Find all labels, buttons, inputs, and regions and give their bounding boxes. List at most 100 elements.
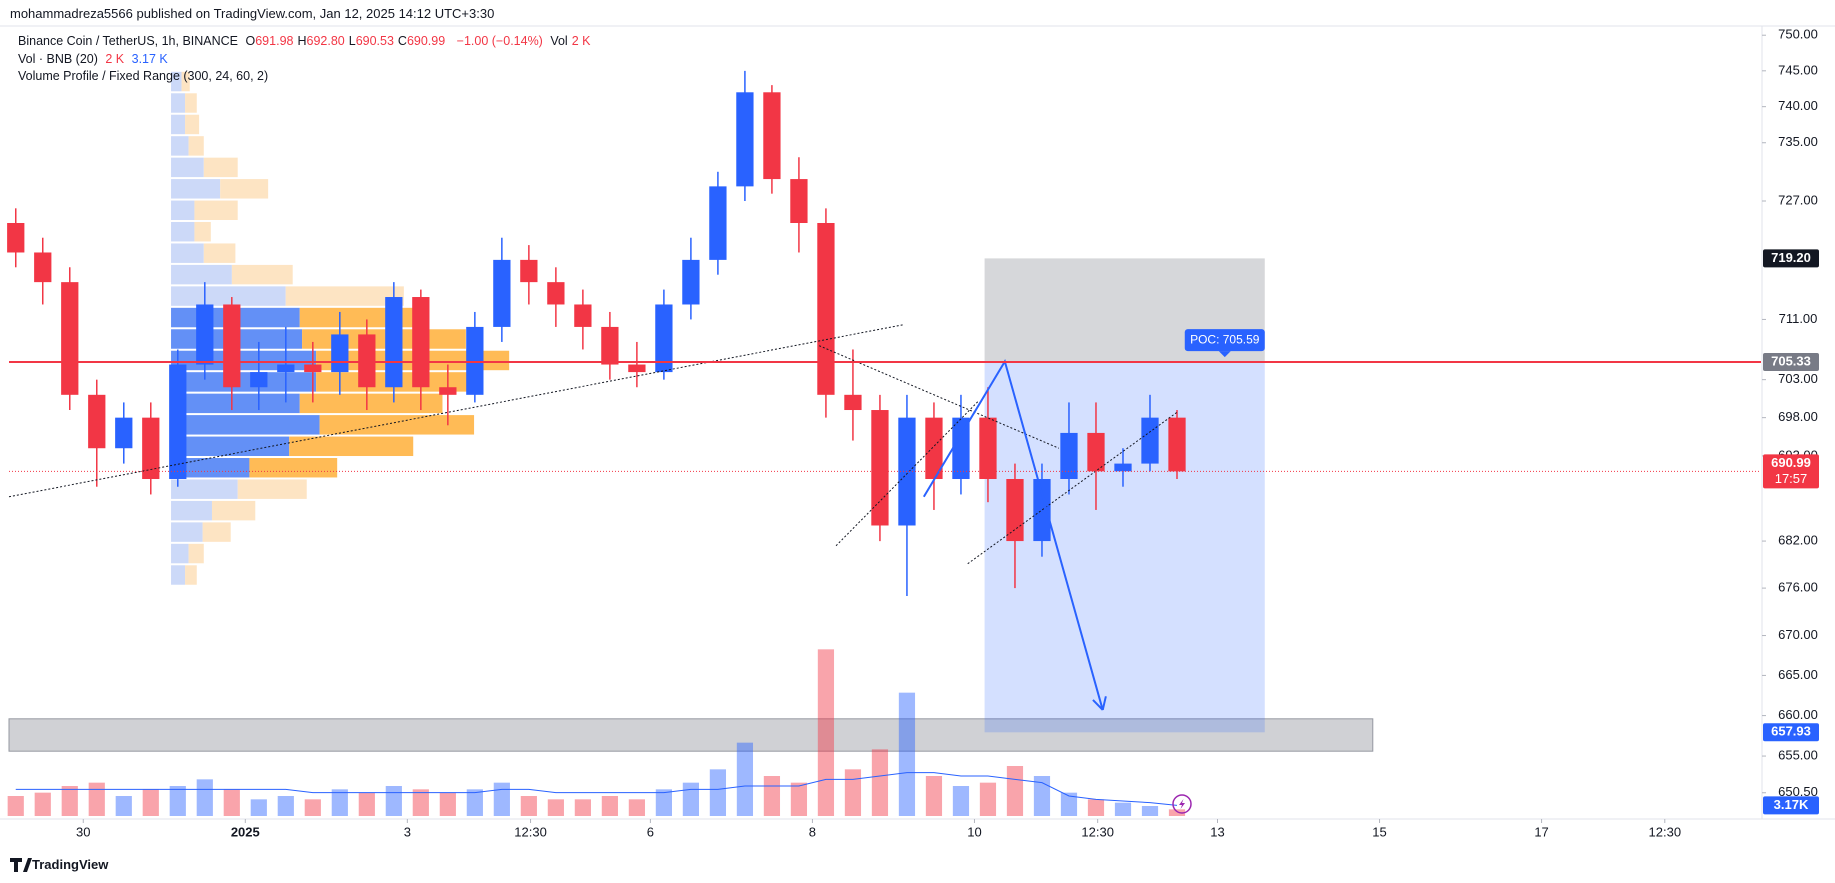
candle-body — [358, 334, 376, 388]
candle-body — [790, 179, 808, 223]
candle-body — [844, 394, 862, 411]
alert-bolt — [1179, 799, 1185, 809]
candle-body — [547, 282, 565, 305]
volume-ma-badge: 3.17K — [1774, 797, 1809, 812]
volume-bar — [844, 769, 862, 816]
candle-body — [115, 417, 133, 449]
volume-bar — [574, 799, 591, 816]
last-price-badge-bg — [1763, 454, 1819, 489]
profile-down — [285, 286, 404, 306]
candle-body — [628, 364, 646, 373]
profile-up — [171, 543, 189, 564]
y-tick-label: 650.50 — [1778, 784, 1818, 799]
ohlc-value: 692.80 — [306, 34, 345, 48]
y-tick-label: 703.00 — [1778, 371, 1818, 386]
volume-indicator-ma: 3.17 K — [131, 52, 168, 66]
volume-bar — [385, 786, 402, 816]
volume-bar — [304, 799, 321, 816]
volume-ma — [15, 772, 1178, 806]
volume-bar — [736, 742, 754, 816]
profile-down — [202, 522, 231, 542]
profile-up — [171, 136, 189, 156]
stop-badge: 719.20 — [1771, 250, 1811, 265]
x-tick-label: 8 — [809, 824, 816, 839]
profile-down — [203, 243, 236, 263]
profile-indicator: Volume Profile / Fixed Range (300, 24, 6… — [18, 69, 269, 83]
candle-body — [1006, 479, 1024, 542]
profile-up — [171, 179, 221, 199]
poc-pointer — [1218, 351, 1231, 358]
profile-up — [171, 286, 286, 306]
volume-bar — [871, 749, 889, 816]
volume-bar — [763, 776, 781, 816]
profile-up — [171, 415, 320, 435]
x-tick-label: 30 — [76, 824, 90, 839]
countdown: 17:57 — [1775, 471, 1808, 486]
volume-bar — [709, 769, 727, 816]
y-tick-label: 698.00 — [1778, 409, 1818, 424]
volume-bar — [1060, 792, 1078, 816]
candle-body — [1060, 432, 1078, 480]
volume-bar — [466, 789, 483, 816]
alert-icon — [1172, 794, 1192, 814]
volume-bar — [88, 782, 105, 816]
logo — [10, 858, 32, 872]
volume-bar — [817, 649, 835, 816]
profile-down — [231, 264, 293, 285]
stop-badge-bg — [1763, 249, 1819, 268]
x-tick-label: 17 — [1534, 824, 1548, 839]
volume-bar — [790, 782, 808, 816]
profile-down — [185, 93, 197, 113]
candle-body — [1168, 417, 1186, 472]
plot-layer: 750.00 745.00 740.00 735.00 727.00 711.00 703.… — [7, 27, 1819, 839]
candle-body — [88, 394, 106, 449]
candle-body — [142, 417, 160, 480]
x-tick-label: 12:30 — [1081, 824, 1114, 839]
candle-body — [439, 387, 457, 395]
candle-body — [7, 222, 25, 253]
volume-bar — [1114, 802, 1132, 816]
profile-up — [171, 500, 212, 521]
candle-body — [655, 304, 673, 373]
profile-down — [289, 436, 414, 457]
volume-bar — [412, 789, 429, 816]
x-tick-label: 12:30 — [514, 824, 547, 839]
profile-up — [171, 200, 195, 221]
footer-brand: TradingView — [32, 857, 109, 872]
profile-down — [237, 479, 307, 499]
candle-body — [1114, 463, 1132, 472]
y-tick-label: 735.00 — [1778, 134, 1818, 149]
volume-bar — [169, 786, 186, 816]
y-tick-label: 711.00 — [1779, 311, 1818, 326]
profile-up — [171, 264, 232, 285]
symbol-title: Binance Coin / TetherUS, 1h, BINANCE — [18, 34, 239, 48]
vol-key: Vol — [550, 34, 568, 48]
volume-bar — [520, 796, 537, 816]
x-tick-label: 2025 — [231, 824, 260, 839]
candle-body — [709, 186, 727, 260]
target-badge: 657.93 — [1771, 724, 1811, 739]
candle-body — [520, 259, 538, 283]
candle-body — [817, 222, 835, 395]
x-tick-label: 3 — [404, 824, 411, 839]
publish-info: mohammadreza5566 published on TradingVie… — [10, 6, 495, 21]
candle-body — [1141, 417, 1159, 464]
legend-profile: Volume Profile / Fixed Range (300, 24, 6… — [18, 69, 272, 83]
profile-down — [185, 114, 200, 135]
x-tick-label: 6 — [647, 824, 654, 839]
trendline — [835, 401, 979, 547]
poc-label: POC: 705.59 — [1190, 332, 1260, 346]
y-tick-label: 682.00 — [1778, 533, 1818, 548]
candle-body — [412, 297, 430, 388]
profile-down — [185, 565, 197, 585]
y-tick-label: 740.00 — [1778, 98, 1818, 113]
profile-up — [171, 243, 204, 263]
candle-body — [979, 417, 997, 480]
volume-bar — [1033, 776, 1051, 816]
y-tick-label: 745.00 — [1778, 62, 1818, 77]
y-tick-label: 750.00 — [1778, 27, 1818, 42]
candle-body — [1033, 479, 1051, 542]
legend-volume: Vol · BNB (20) 2 K 3.17 K — [18, 52, 172, 66]
